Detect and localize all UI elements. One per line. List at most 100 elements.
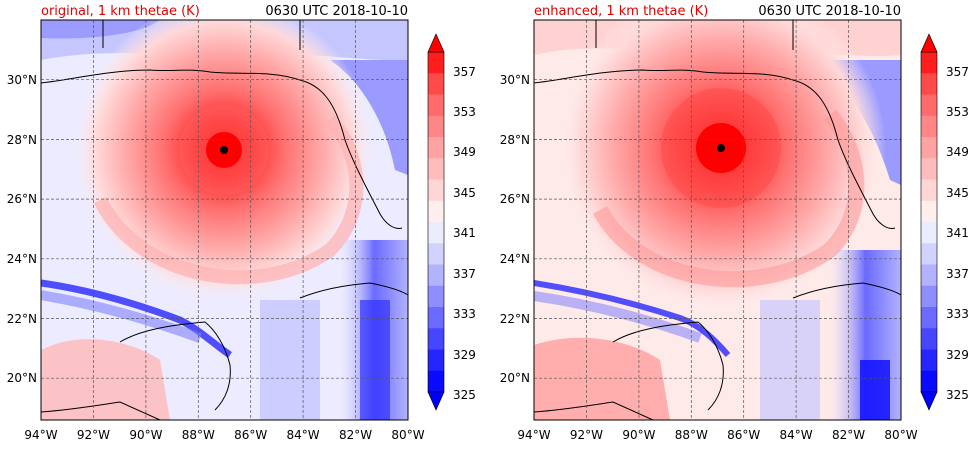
colorbar-original: 357 353 349 345 341 337 333 329 325 — [427, 33, 476, 411]
colorbar-tick-label: 325 — [453, 388, 476, 402]
x-tick-label: 84°W — [780, 428, 813, 442]
y-tick-label: 22°N — [7, 312, 37, 326]
colorbar-level — [428, 349, 444, 372]
colorbar-segments — [427, 51, 445, 393]
colorbar-ticks: 357 353 349 345 341 337 333 329 325 — [453, 65, 476, 402]
coastlines-enhanced — [534, 20, 901, 420]
y-tick-label: 22°N — [500, 312, 530, 326]
colorbar-level — [921, 158, 937, 180]
colorbar-level — [921, 137, 937, 159]
colorbar-level — [428, 52, 444, 74]
y-tick-label: 26°N — [500, 192, 530, 206]
colorbar-level — [428, 158, 444, 180]
x-tick-label: 80°W — [391, 428, 424, 442]
colorbar-level — [921, 264, 937, 287]
colorbar-level — [921, 328, 937, 350]
colorbar-tick-label: 349 — [946, 145, 969, 159]
x-tick-label: 94°W — [517, 428, 550, 442]
x-tick-label: 88°W — [675, 428, 708, 442]
map-field-enhanced — [534, 20, 901, 420]
colorbar-level — [428, 94, 444, 117]
x-tick-label: 86°W — [234, 428, 267, 442]
panel-title-right: 0630 UTC 2018-10-10 — [758, 4, 901, 19]
panel-title-right: 0630 UTC 2018-10-10 — [265, 4, 408, 19]
colorbar-extend-max — [427, 33, 445, 53]
colorbar-tick-label: 357 — [946, 65, 969, 79]
colorbar-level — [921, 73, 937, 95]
x-tick-label: 82°W — [832, 428, 865, 442]
colorbar-extend-max — [920, 33, 938, 53]
colorbar-tick-label: 345 — [946, 186, 969, 200]
colorbar-level — [428, 285, 444, 308]
x-axis-enhanced: 94°W 92°W 90°W 88°W 86°W 84°W 82°W 80°W — [517, 428, 917, 442]
map-frame — [533, 19, 902, 421]
colorbar-ticks: 357 353 349 345 341 337 333 329 325 — [946, 65, 969, 402]
x-tick-label: 90°W — [129, 428, 162, 442]
map-field-original — [41, 20, 408, 420]
x-tick-label: 90°W — [622, 428, 655, 442]
colorbar-level — [428, 370, 444, 393]
colorbar-level — [428, 264, 444, 287]
storm-center-marker — [717, 144, 725, 152]
y-tick-label: 30°N — [500, 73, 530, 87]
colorbar-tick-label: 337 — [946, 267, 969, 281]
colorbar-level — [921, 243, 937, 265]
colorbar-tick-label: 329 — [946, 348, 969, 362]
grid-enhanced — [534, 20, 901, 420]
colorbar-level — [428, 179, 444, 202]
colorbar-level — [921, 52, 937, 74]
colorbar-extend-min — [920, 391, 938, 411]
x-tick-label: 92°W — [570, 428, 603, 442]
panel-original: original, 1 km thetae (K) 0630 UTC 2018-… — [7, 4, 476, 442]
x-tick-label: 86°W — [727, 428, 760, 442]
y-tick-label: 20°N — [7, 371, 37, 385]
colorbar-tick-label: 353 — [946, 105, 969, 119]
x-tick-label: 80°W — [884, 428, 917, 442]
colorbar-tick-label: 357 — [453, 65, 476, 79]
map-frame — [40, 19, 409, 421]
panel-enhanced: enhanced, 1 km thetae (K) 0630 UTC 2018-… — [500, 4, 969, 442]
colorbar-tick-label: 333 — [453, 307, 476, 321]
storm-center-marker — [220, 146, 228, 154]
y-axis-enhanced: 30°N 28°N 26°N 24°N 22°N 20°N — [500, 73, 530, 385]
colorbar-segments — [920, 51, 938, 393]
colorbar-tick-label: 329 — [453, 348, 476, 362]
colorbar-tick-label: 341 — [453, 226, 476, 240]
colorbar-level — [921, 307, 937, 329]
colorbar-level — [921, 94, 937, 117]
x-tick-label: 88°W — [182, 428, 215, 442]
colorbar-level — [921, 370, 937, 393]
panel-title-left: enhanced, 1 km thetae (K) — [534, 4, 708, 19]
colorbar-level — [921, 349, 937, 372]
y-tick-label: 24°N — [7, 252, 37, 266]
grid-original — [41, 20, 408, 420]
colorbar-level — [428, 73, 444, 95]
colorbar-enhanced: 357 353 349 345 341 337 333 329 325 — [920, 33, 969, 411]
y-tick-label: 26°N — [7, 192, 37, 206]
panel-title-left: original, 1 km thetae (K) — [41, 4, 200, 19]
x-tick-label: 94°W — [24, 428, 57, 442]
colorbar-level — [921, 179, 937, 202]
colorbar-tick-label: 333 — [946, 307, 969, 321]
colorbar-level — [428, 115, 444, 138]
y-axis-original: 30°N 28°N 26°N 24°N 22°N 20°N — [7, 73, 37, 385]
x-tick-label: 82°W — [339, 428, 372, 442]
colorbar-level — [921, 200, 937, 223]
y-tick-label: 20°N — [500, 371, 530, 385]
colorbar-tick-label: 337 — [453, 267, 476, 281]
y-tick-label: 28°N — [7, 133, 37, 147]
colorbar-level — [428, 307, 444, 329]
colorbar-extend-min — [427, 391, 445, 411]
coastlines-original — [41, 20, 408, 420]
x-tick-label: 92°W — [77, 428, 110, 442]
colorbar-tick-label: 341 — [946, 226, 969, 240]
colorbar-level — [428, 137, 444, 159]
colorbar-level — [428, 328, 444, 350]
colorbar-level — [921, 285, 937, 308]
colorbar-level — [428, 222, 444, 244]
colorbar-tick-label: 345 — [453, 186, 476, 200]
x-tick-label: 84°W — [287, 428, 320, 442]
colorbar-level — [428, 243, 444, 265]
y-tick-label: 30°N — [7, 73, 37, 87]
